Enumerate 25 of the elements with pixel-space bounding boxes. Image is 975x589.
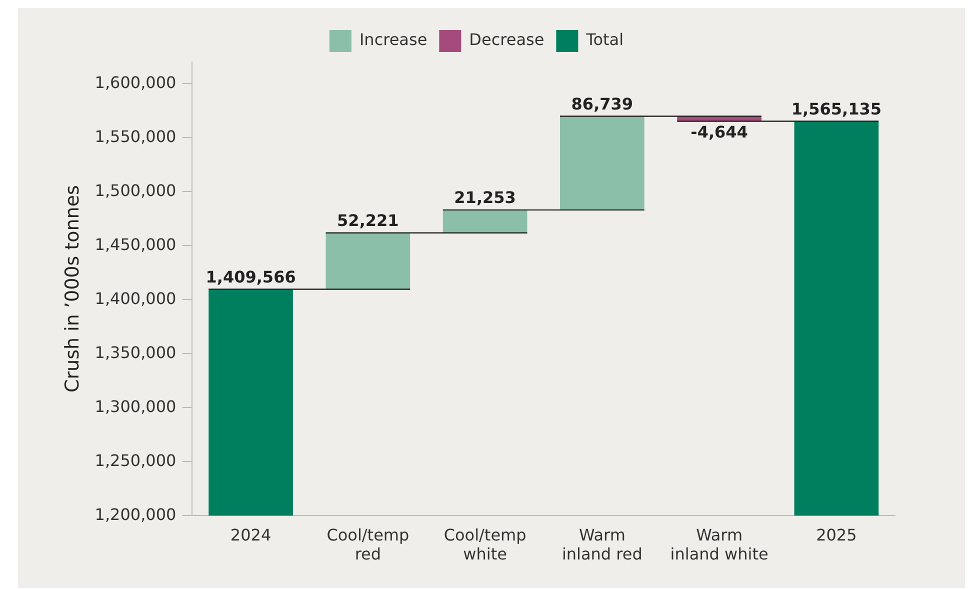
y-tick-label: 1,500,000 — [94, 180, 176, 200]
y-axis-title: Crush in ’000s tonnes — [61, 185, 84, 393]
data-label: -4,644 — [690, 122, 748, 142]
y-tick-label: 1,250,000 — [94, 450, 176, 470]
y-tick-label: 1,600,000 — [94, 72, 176, 92]
data-label: 86,739 — [571, 94, 634, 114]
data-label: 21,253 — [454, 188, 516, 208]
y-tick-label: 1,350,000 — [94, 342, 176, 362]
y-tick-label: 1,400,000 — [94, 288, 176, 308]
x-tick-label: 2024 — [230, 525, 272, 544]
y-tick-label: 1,300,000 — [94, 396, 176, 416]
data-label: 1,409,566 — [206, 267, 296, 286]
x-tick-label: Warm inland white — [670, 525, 768, 564]
legend-label: Decrease — [469, 30, 544, 50]
data-label: 1,565,135 — [791, 99, 882, 118]
x-tick-label: Cool/temp red — [326, 525, 410, 564]
x-tick-label: 2025 — [816, 525, 857, 544]
legend-label: Total — [585, 30, 624, 50]
x-tick-label: Cool/temp white — [444, 525, 526, 564]
y-tick-label: 1,550,000 — [94, 126, 176, 146]
data-label: 52,221 — [337, 211, 399, 230]
legend-label: Increase — [359, 30, 428, 50]
y-tick-label: 1,200,000 — [94, 504, 176, 524]
y-tick-label: 1,450,000 — [94, 234, 176, 254]
x-tick-label: Warm inland red — [562, 525, 642, 564]
